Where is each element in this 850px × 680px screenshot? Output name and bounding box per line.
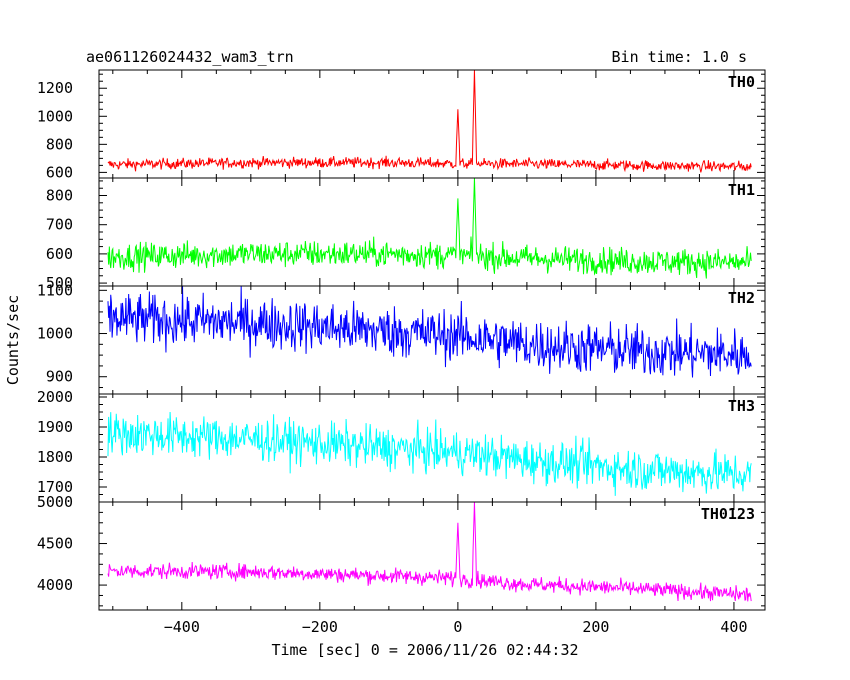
- panels-group: 600 800 1000 1200 TH0 500 600 700 800 TH1 900 1000 1…: [37, 69, 766, 611]
- y-tick-label: 1100: [37, 281, 73, 299]
- y-tick-label: 1900: [37, 418, 73, 436]
- y-tick-label: 2000: [37, 388, 73, 406]
- y-tick-label: 5000: [37, 493, 73, 511]
- y-tick-label: 800: [46, 187, 73, 205]
- series-line-th2: [107, 286, 752, 378]
- y-tick-label: 700: [46, 216, 73, 234]
- y-tick-label: 1700: [37, 478, 73, 496]
- panel-frame: [98, 501, 766, 611]
- x-axis-label: Time [sec] 0 = 2006/11/26 02:44:32: [271, 641, 578, 659]
- y-tick-label: 4000: [37, 576, 73, 594]
- panel-th3: 1700 1800 1900 2000 TH3: [37, 388, 766, 503]
- panel-name-label: TH2: [728, 289, 755, 307]
- y-tick-label: 1200: [37, 79, 73, 97]
- y-tick-label: 1000: [37, 107, 73, 125]
- panel-name-label: TH3: [728, 397, 755, 415]
- x-tick-label: −200: [302, 618, 338, 636]
- y-tick-label: 800: [46, 135, 73, 153]
- y-tick-label: 600: [46, 163, 73, 181]
- y-tick-label: 900: [46, 368, 73, 386]
- series-line-th3: [107, 412, 752, 496]
- panel-name-label: TH0123: [701, 505, 755, 523]
- bin-time-label: Bin time: 1.0 s: [612, 48, 747, 66]
- y-tick-label: 1800: [37, 448, 73, 466]
- y-tick-label: 600: [46, 245, 73, 263]
- panel-th0123: 4000 4500 5000 TH0123: [37, 493, 766, 611]
- panel-frame: [98, 393, 766, 503]
- series-line-th0123: [107, 502, 752, 602]
- x-tick-label: −400: [164, 618, 200, 636]
- y-tick-label: 4500: [37, 535, 73, 553]
- x-axis: −400 −200 0 200 400: [164, 618, 748, 636]
- panel-th0: 600 800 1000 1200 TH0: [37, 69, 766, 181]
- chart-title: ae061126024432_wam3_trn: [86, 48, 294, 66]
- y-tick-label: 500: [46, 274, 73, 292]
- panel-frame: [98, 285, 766, 395]
- series-line-th1: [107, 178, 752, 279]
- x-tick-label: 400: [720, 618, 747, 636]
- panel-name-label: TH0: [728, 73, 755, 91]
- panel-th2: 900 1000 1100 TH2: [37, 281, 766, 395]
- x-tick-label: 0: [453, 618, 462, 636]
- x-tick-label: 200: [582, 618, 609, 636]
- y-axis-label: Counts/sec: [4, 295, 22, 385]
- panel-th1: 500 600 700 800 TH1: [46, 177, 766, 292]
- series-line-th0: [107, 70, 752, 173]
- panel-name-label: TH1: [728, 181, 755, 199]
- y-tick-label: 1000: [37, 325, 73, 343]
